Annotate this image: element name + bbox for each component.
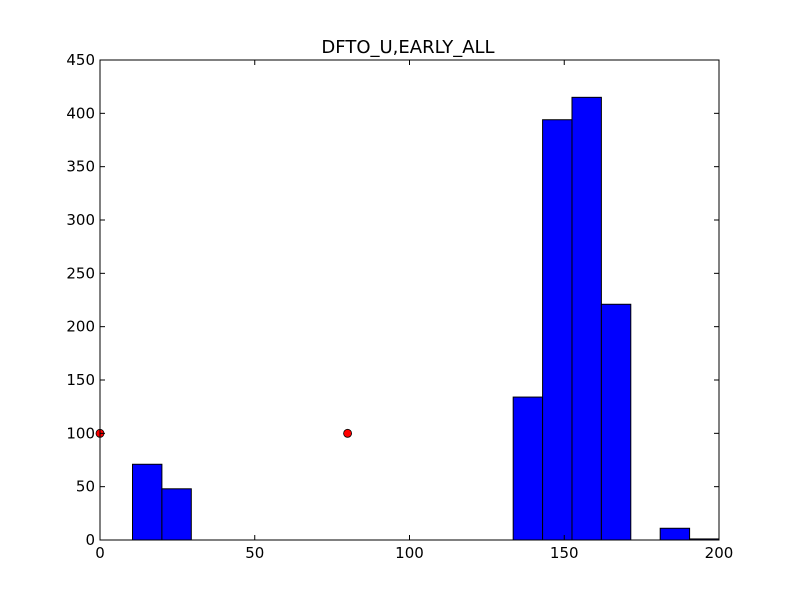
y-tick-label-1: 50	[76, 478, 95, 496]
histogram-bar-0	[131, 463, 163, 541]
y-tick-label-8: 400	[66, 104, 95, 122]
y-tick-label-9: 450	[66, 51, 95, 69]
y-tick-label-7: 350	[66, 158, 95, 176]
histogram-bar-6	[600, 303, 632, 541]
x-tick-label-0: 0	[95, 544, 105, 562]
y-tick-label-5: 250	[66, 264, 95, 282]
y-tick-label-6: 300	[66, 211, 95, 229]
y-tick-label-4: 200	[66, 318, 95, 336]
histogram-bar-5	[571, 96, 602, 541]
chart-title: DFTO_U,EARLY_ALL	[321, 37, 494, 58]
histogram-bar-1	[161, 488, 192, 541]
x-tick-label-2: 100	[395, 544, 424, 562]
histogram-bar-4	[542, 119, 573, 541]
histogram-bar-3	[512, 396, 544, 541]
x-tick-label-3: 150	[550, 544, 579, 562]
plot-area: 0 50 100 150 200 0 50 100 150 200 250 300 350 400 450	[66, 51, 733, 562]
histogram-bar-8	[659, 527, 691, 541]
x-tick-label-1: 50	[245, 544, 264, 562]
data-point-1	[343, 428, 353, 438]
x-tick-label-4: 200	[705, 544, 734, 562]
y-tick-label-0: 0	[85, 531, 95, 549]
y-tick-label-3: 150	[66, 371, 95, 389]
y-tick-label-2: 100	[66, 424, 95, 442]
